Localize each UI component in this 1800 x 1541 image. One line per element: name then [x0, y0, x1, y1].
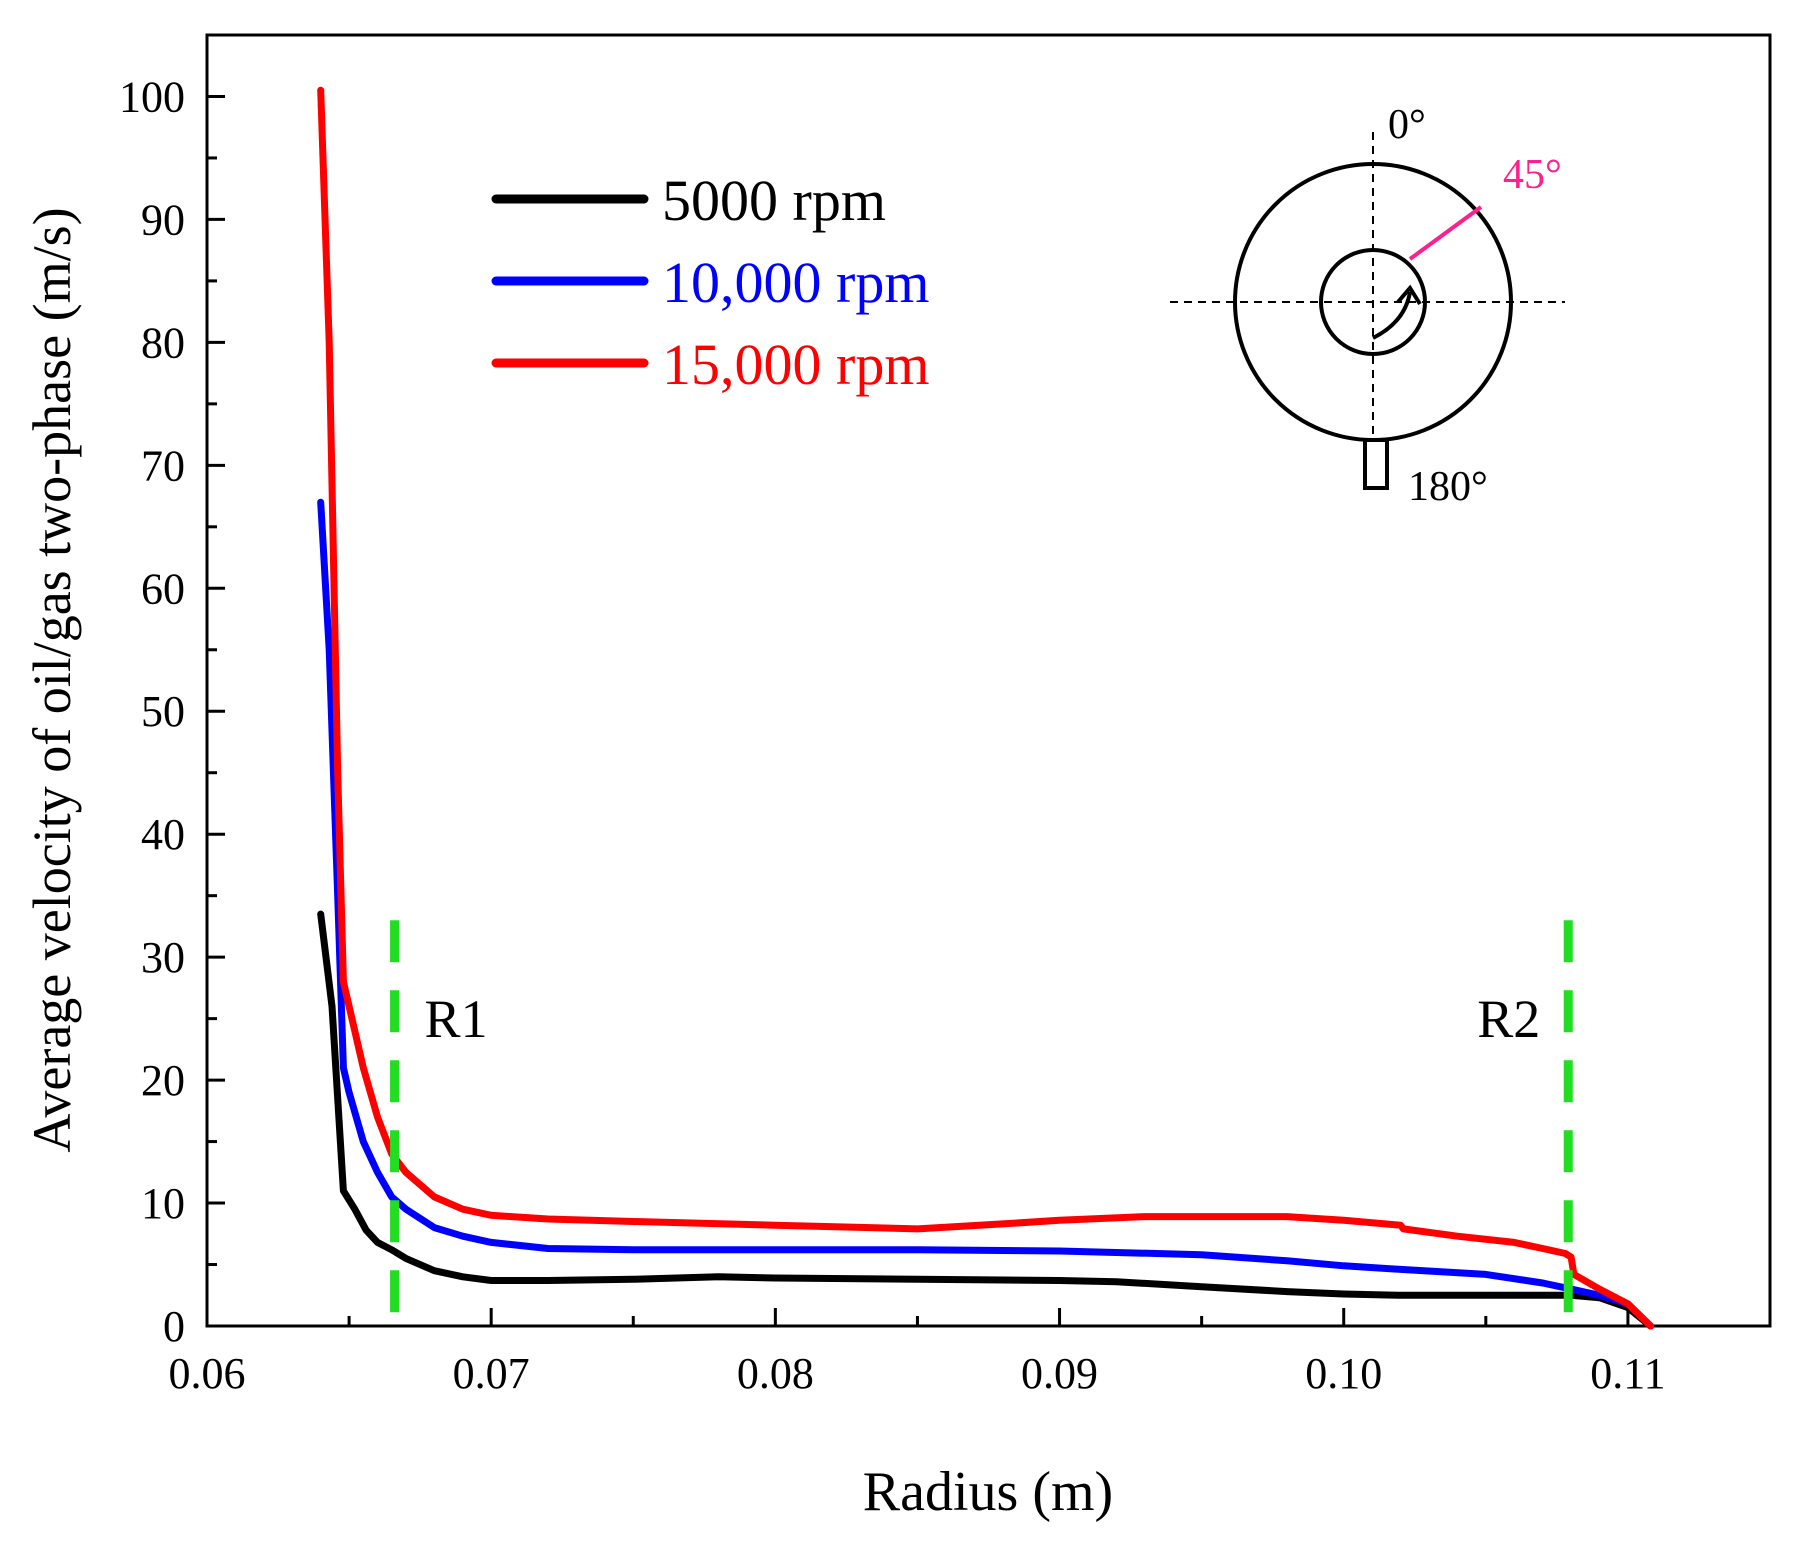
- inset-label-45deg: 45°: [1503, 152, 1562, 198]
- y-tick-label: 20: [141, 1056, 185, 1105]
- inset-schematic: 0° 45° 180°: [1170, 102, 1565, 510]
- y-tick-label: 70: [141, 441, 185, 490]
- x-tick-label: 0.10: [1305, 1349, 1382, 1398]
- y-tick-label: 60: [141, 564, 185, 613]
- y-tick-label: 30: [141, 933, 185, 982]
- inset-label-180deg: 180°: [1408, 464, 1488, 510]
- legend-label-5000rpm: 5000 rpm: [662, 168, 886, 233]
- y-tick-label: 80: [141, 318, 185, 367]
- r1-label: R1: [425, 989, 488, 1049]
- series-line-15000rpm: [317, 86, 1655, 1330]
- plot-frame: [205, 33, 1772, 1328]
- series-line-10000rpm: [317, 498, 1655, 1330]
- y-tick-label: 50: [141, 687, 185, 736]
- y-tick-label: 10: [141, 1179, 185, 1228]
- x-tick-label: 0.11: [1590, 1349, 1665, 1398]
- inset-inner-circle: [1319, 248, 1427, 356]
- inset-angle-line: [1408, 205, 1483, 261]
- y-axis: 0 10 20 30 40 50 60 70 80 90 100: [119, 72, 225, 1351]
- x-tick-label: 0.08: [737, 1349, 814, 1398]
- inset-outlet-port: [1363, 438, 1389, 490]
- y-tick-label: 0: [163, 1302, 185, 1351]
- marker-layer: R1 R2: [390, 920, 1573, 1326]
- x-axis-label: Radius (m): [863, 1461, 1113, 1523]
- r2-label: R2: [1477, 989, 1540, 1049]
- x-tick-label: 0.06: [169, 1349, 246, 1398]
- legend-label-10000rpm: 10,000 rpm: [662, 250, 929, 315]
- series-layer: [317, 86, 1655, 1330]
- inset-label-0deg: 0°: [1388, 102, 1426, 148]
- y-tick-label: 90: [141, 195, 185, 244]
- x-tick-label: 0.07: [453, 1349, 530, 1398]
- rotation-arrow-icon: [1372, 291, 1412, 340]
- y-tick-label: 40: [141, 810, 185, 859]
- legend-label-15000rpm: 15,000 rpm: [662, 332, 929, 397]
- x-tick-label: 0.09: [1021, 1349, 1098, 1398]
- y-axis-label: Average velocity of oil/gas two-phase (m…: [22, 207, 82, 1152]
- x-axis: 0.06 0.07 0.08 0.09 0.10 0.11: [169, 1308, 1666, 1398]
- rotation-arrowhead-icon: [1396, 284, 1422, 306]
- legend: 5000 rpm 10,000 rpm 15,000 rpm: [491, 168, 929, 397]
- y-tick-label: 100: [119, 72, 185, 121]
- series-line-5000rpm: [317, 910, 1655, 1330]
